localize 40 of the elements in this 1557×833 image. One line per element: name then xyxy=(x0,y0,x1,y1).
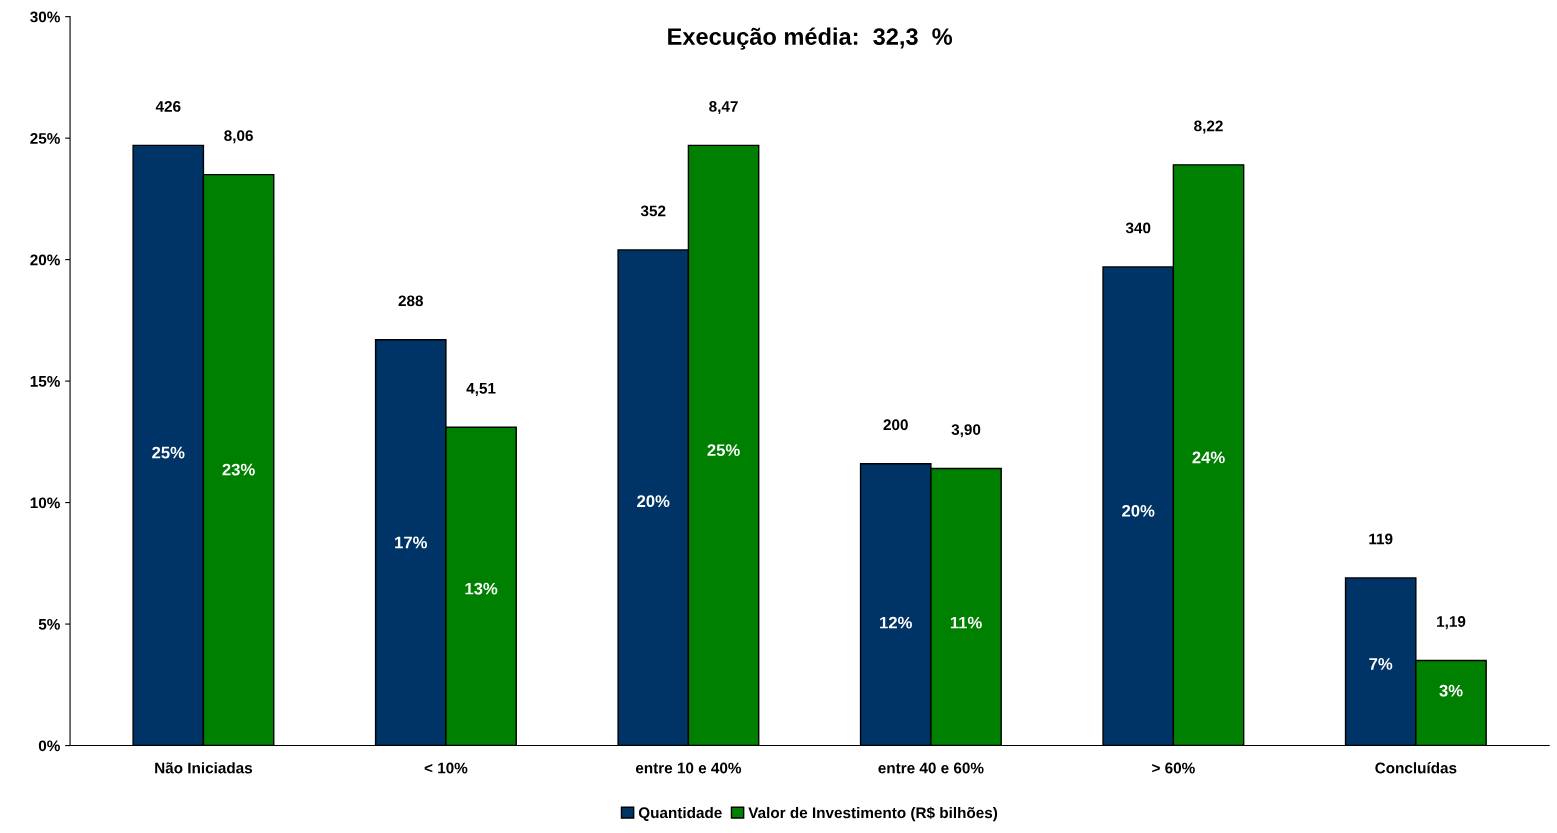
annotation: 426 xyxy=(155,101,181,112)
annotation: 4,51 xyxy=(466,383,496,396)
annotation: 20% xyxy=(1122,504,1155,517)
legend-label: Valor de Investimento (R$ bilhões) xyxy=(748,806,998,822)
y-tick-label: 20% xyxy=(30,254,60,266)
annotation: 119 xyxy=(1369,533,1393,545)
annotation: 11% xyxy=(950,616,982,629)
annotation: 340 xyxy=(1125,222,1151,234)
annotation: 24% xyxy=(1192,451,1225,464)
annotation: 8,47 xyxy=(709,101,738,115)
y-tick-label: 10% xyxy=(30,497,60,509)
annotation: 200 xyxy=(883,419,908,431)
annotation: 288 xyxy=(398,295,424,307)
annotation: 3,90 xyxy=(951,424,981,438)
annotation: 8,22 xyxy=(1194,120,1223,134)
y-tick-label: 15% xyxy=(30,376,60,387)
annotation: 13% xyxy=(465,582,498,595)
annotation: 1,19 xyxy=(1437,616,1466,630)
x-tick-label: < 10% xyxy=(424,762,468,774)
y-tick-label: 5% xyxy=(38,618,60,630)
legend-label: Quantidade xyxy=(638,806,722,822)
annotation: 25% xyxy=(152,446,185,459)
annotation: 7% xyxy=(1369,658,1393,670)
annotation: 8,06 xyxy=(224,130,253,144)
chart-title: Execução média: 32,3 % xyxy=(668,27,953,50)
x-tick-label: entre 40 e 60% xyxy=(878,762,984,774)
x-tick-label: Concluídas xyxy=(1375,762,1457,774)
x-tick-label: entre 10 e 40% xyxy=(635,762,742,774)
annotation: 25% xyxy=(707,444,740,457)
y-tick-label: 0% xyxy=(38,740,60,752)
y-tick-label: 25% xyxy=(30,133,60,144)
annotation: 20% xyxy=(637,495,670,508)
annotation: 12% xyxy=(880,616,912,629)
annotation: 23% xyxy=(222,463,255,476)
x-tick-label: > 60% xyxy=(1152,762,1195,774)
annotation: 3% xyxy=(1439,684,1463,697)
y-tick-label: 30% xyxy=(30,11,60,23)
annotation: 17% xyxy=(395,536,427,549)
x-tick-label: Não Iniciadas xyxy=(155,762,253,774)
annotation: 352 xyxy=(640,205,666,217)
